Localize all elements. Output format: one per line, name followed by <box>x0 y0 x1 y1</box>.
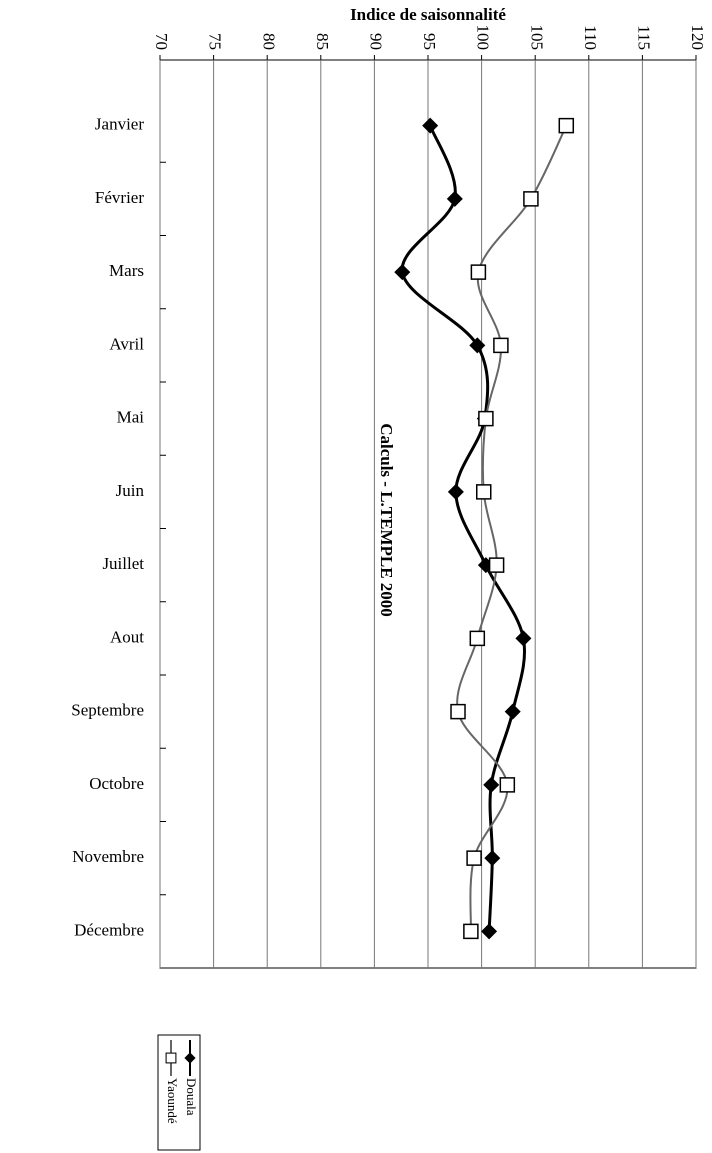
marker <box>466 850 482 866</box>
marker <box>463 923 479 940</box>
y-tick-label: Mars <box>109 261 144 280</box>
x-tick-label: 100 <box>474 25 493 51</box>
legend-box <box>157 1034 201 1151</box>
x-tick-label: 110 <box>581 25 600 50</box>
marker <box>475 484 492 500</box>
marker <box>446 190 463 207</box>
x-tick-label: 120 <box>688 25 707 51</box>
source-note: Calculs - L.TEMPLE 2000 <box>377 423 396 617</box>
y-tick-label: Mai <box>117 408 145 427</box>
marker <box>504 703 521 720</box>
marker <box>515 630 532 647</box>
axis-title: Indice de saisonnalité <box>350 5 506 24</box>
marker <box>499 777 516 793</box>
legend-label: Douala <box>184 1078 199 1116</box>
marker <box>450 703 466 720</box>
x-tick-label: 70 <box>152 33 171 50</box>
marker <box>484 850 501 867</box>
marker <box>394 264 411 281</box>
y-tick-label: Septembre <box>71 701 144 720</box>
x-tick-label: 80 <box>259 33 278 50</box>
series-line <box>456 125 568 932</box>
marker <box>488 557 505 573</box>
marker <box>165 1052 177 1064</box>
y-tick-label: Décembre <box>74 920 144 939</box>
x-tick-label: 105 <box>527 25 546 51</box>
marker <box>558 117 575 134</box>
x-tick-label: 75 <box>206 33 225 50</box>
y-tick-label: Juin <box>116 481 145 500</box>
marker <box>447 483 464 500</box>
marker <box>469 337 486 354</box>
y-tick-label: Juillet <box>102 554 144 573</box>
marker <box>470 264 487 280</box>
legend-label: Yaoundé <box>165 1078 180 1124</box>
y-tick-label: Aout <box>110 627 144 646</box>
marker <box>523 191 539 207</box>
x-tick-label: 85 <box>313 33 332 50</box>
y-tick-label: Novembre <box>72 847 144 866</box>
y-tick-label: Février <box>95 188 144 207</box>
marker <box>422 117 439 134</box>
y-tick-label: Avril <box>109 334 144 353</box>
y-tick-label: Octobre <box>89 774 144 793</box>
marker <box>478 410 494 427</box>
x-tick-label: 90 <box>366 33 385 50</box>
marker <box>481 923 498 940</box>
series-line <box>400 125 526 932</box>
marker <box>483 776 500 793</box>
marker <box>469 630 486 647</box>
x-tick-label: 115 <box>634 25 653 50</box>
x-tick-label: 95 <box>420 33 439 50</box>
y-tick-label: Janvier <box>95 115 144 134</box>
marker <box>493 337 509 354</box>
